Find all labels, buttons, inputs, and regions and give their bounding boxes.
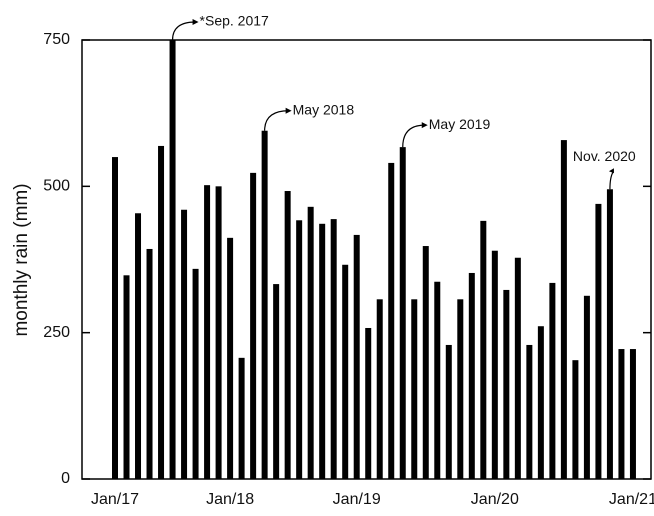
arrow-head (421, 122, 428, 129)
x-tick-label: Jan/17 (91, 491, 139, 508)
bar (388, 162, 395, 480)
bar (284, 191, 291, 480)
annotation-arrow (171, 21, 196, 41)
bar (296, 220, 303, 480)
bar (204, 185, 211, 480)
bar (250, 172, 257, 479)
y-tick-label: 0 (61, 470, 70, 487)
bar (342, 264, 349, 479)
annotation: May 2019 (429, 116, 491, 132)
bar (560, 140, 567, 480)
bar (480, 220, 487, 480)
bar (307, 206, 314, 479)
bar (376, 299, 383, 479)
bar (434, 281, 441, 479)
annotation-arrow (609, 171, 614, 190)
bar (411, 299, 418, 479)
bar (365, 327, 372, 479)
bar (606, 189, 613, 479)
bar (629, 349, 636, 479)
bar (192, 268, 199, 479)
annotation: *Sep. 2017 (200, 13, 269, 29)
bar (503, 289, 510, 479)
arrow-head (608, 168, 614, 174)
bar (181, 209, 188, 479)
bar (135, 213, 142, 479)
bar (457, 299, 464, 479)
annotation: Nov. 2020 (573, 148, 636, 164)
y-tick-label: 750 (43, 31, 70, 48)
bar (445, 344, 452, 479)
bar (549, 282, 556, 479)
bar (537, 326, 544, 479)
bar (261, 130, 268, 479)
bar (273, 284, 280, 479)
annotation-arrow (402, 124, 425, 148)
bar (353, 234, 360, 479)
y-axis-label: monthly rain (mm) (11, 183, 32, 336)
x-tick-label: Jan/19 (333, 491, 381, 508)
bar (526, 344, 533, 479)
bar (618, 349, 625, 479)
bar (169, 40, 176, 479)
arrow-head (192, 19, 199, 25)
bar (112, 157, 118, 480)
bar (491, 250, 498, 479)
bar (146, 248, 153, 479)
annotation: May 2018 (293, 101, 355, 117)
bar (215, 186, 222, 480)
bar (595, 203, 602, 480)
annotation-arrow (264, 110, 289, 131)
bar (468, 272, 475, 479)
arrow-head (285, 107, 292, 114)
y-tick-label: 250 (43, 324, 70, 341)
bar (227, 237, 234, 479)
bar (572, 360, 579, 479)
x-tick-label: Jan/21 (609, 491, 654, 508)
bar (583, 295, 590, 479)
bar (422, 246, 429, 479)
bar (319, 223, 326, 479)
x-tick-label: Jan/20 (471, 491, 519, 508)
y-tick-label: 500 (43, 178, 70, 195)
bar (399, 147, 406, 479)
bar (514, 257, 521, 479)
bar (158, 145, 165, 480)
bar (123, 275, 130, 479)
bar (238, 357, 245, 479)
bar (330, 219, 337, 479)
x-tick-label: Jan/18 (206, 491, 254, 508)
